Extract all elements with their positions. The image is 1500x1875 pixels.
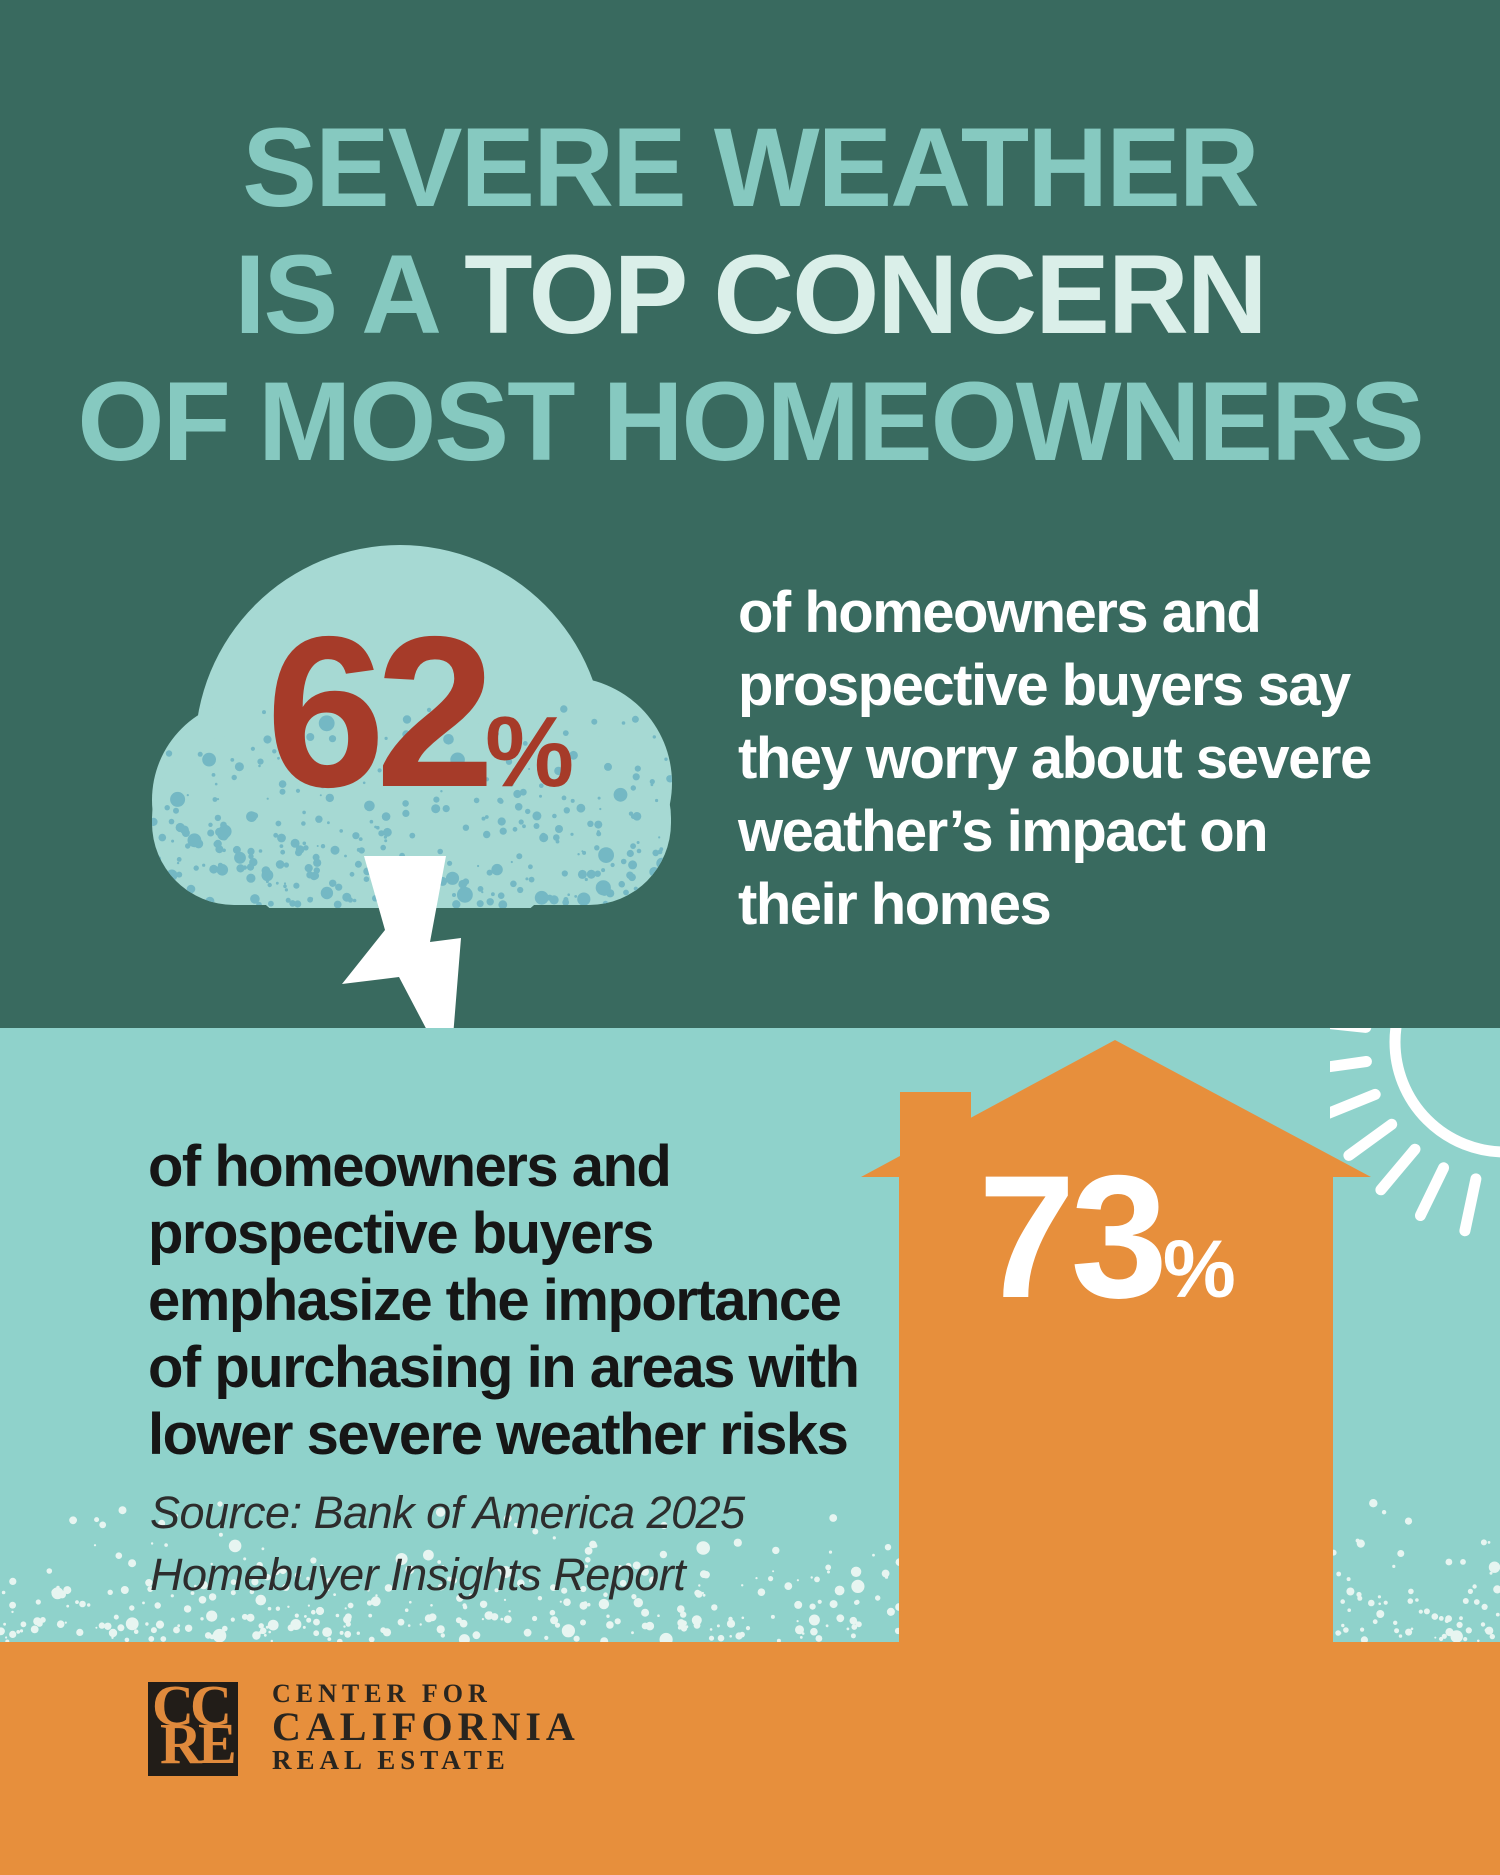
- org-line: CENTER FOR: [272, 1679, 492, 1708]
- logo-letter: C: [152, 1673, 194, 1738]
- headline-line-3: OF MOST HOMEOWNERS: [0, 358, 1500, 485]
- description-line: they worry about severe: [738, 726, 1372, 791]
- stat-73-description: of homeowners and prospective buyers emp…: [148, 1133, 908, 1468]
- description-line: emphasize the importance: [148, 1268, 842, 1333]
- logo-letter: E: [198, 1711, 237, 1776]
- headline-text: OF MOST HOMEOWNERS: [77, 359, 1424, 484]
- source-line: Homebuyer Insights Report: [150, 1549, 686, 1600]
- stat-62-percent: 62%: [150, 604, 690, 819]
- logo-letter: R: [160, 1711, 202, 1776]
- description-line: prospective buyers: [148, 1201, 654, 1266]
- page-title: SEVERE WEATHER IS A TOP CONCERN OF MOST H…: [0, 104, 1500, 485]
- stat-62-value: 62: [265, 591, 495, 832]
- footer-bar: C C R E CENTER FOR CALIFORNIA REAL ESTAT…: [0, 1642, 1500, 1875]
- stat-62-description: of homeowners and prospective buyers say…: [738, 576, 1418, 941]
- headline-text: SEVERE WEATHER: [242, 105, 1259, 230]
- org-line: REAL ESTATE: [272, 1745, 510, 1775]
- house-icon: [861, 1040, 1371, 1642]
- source-citation: Source: Bank of America 2025 Homebuyer I…: [150, 1482, 745, 1606]
- top-section: SEVERE WEATHER IS A TOP CONCERN OF MOST H…: [0, 0, 1500, 1074]
- description-line: of homeowners and: [148, 1134, 672, 1199]
- headline-line-2: IS A TOP CONCERN: [0, 231, 1500, 358]
- source-line: Source: Bank of America 2025: [150, 1487, 745, 1538]
- lightning-icon: [342, 856, 461, 1074]
- stat-73-percent: 73%: [890, 1150, 1324, 1325]
- description-line: their homes: [738, 872, 1052, 937]
- stat-73-value: 73: [978, 1140, 1168, 1335]
- sun-icon: [1330, 1028, 1500, 1237]
- ccre-logo: C C R E: [148, 1677, 238, 1776]
- headline-highlight: TOP CONCERN: [464, 232, 1268, 357]
- organization-name: CENTER FOR CALIFORNIA REAL ESTATE: [272, 1642, 872, 1875]
- description-line: lower severe weather risks: [148, 1402, 849, 1467]
- org-line: CALIFORNIA: [272, 1704, 580, 1749]
- stat-62-unit: %: [485, 696, 575, 808]
- description-line: of purchasing in areas with: [148, 1335, 860, 1400]
- description-line: of homeowners and: [738, 580, 1262, 645]
- stat-73-unit: %: [1162, 1224, 1236, 1315]
- middle-section: 73% of homeowners and prospective buyers…: [0, 1028, 1500, 1642]
- headline-line-1: SEVERE WEATHER: [0, 104, 1500, 231]
- description-line: prospective buyers say: [738, 653, 1351, 718]
- logo-letter: C: [190, 1673, 232, 1738]
- headline-text: IS A: [234, 232, 442, 357]
- description-line: weather’s impact on: [738, 799, 1269, 864]
